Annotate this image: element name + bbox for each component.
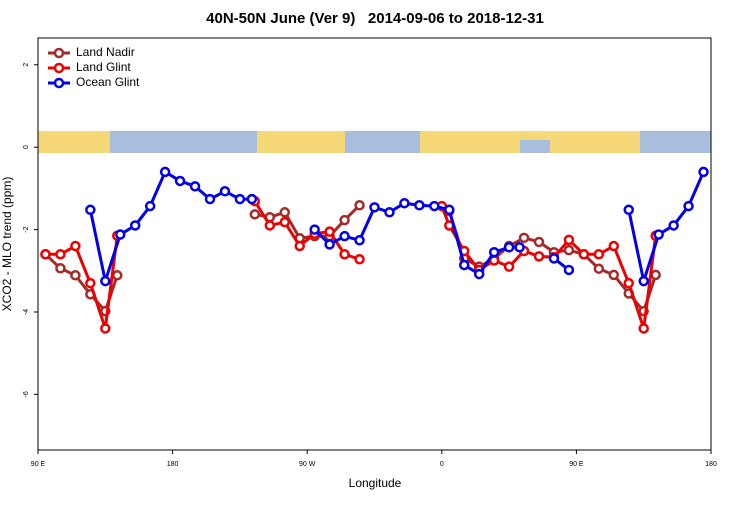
data-point bbox=[668, 220, 679, 231]
data-point bbox=[70, 270, 81, 281]
data-point bbox=[608, 240, 620, 252]
data-point bbox=[40, 249, 51, 260]
data-point bbox=[638, 275, 649, 287]
y-tick-label: -2 bbox=[23, 226, 30, 232]
data-point bbox=[623, 204, 634, 216]
data-point bbox=[683, 200, 694, 212]
data-point bbox=[518, 232, 530, 244]
data-point bbox=[85, 277, 96, 289]
data-point bbox=[503, 261, 515, 272]
data-point bbox=[279, 216, 291, 228]
data-point bbox=[100, 275, 111, 287]
data-point bbox=[563, 244, 575, 256]
plot-frame bbox=[37, 37, 712, 451]
data-point bbox=[650, 269, 661, 281]
data-point bbox=[264, 220, 276, 231]
data-point bbox=[324, 239, 335, 250]
data-point bbox=[514, 242, 525, 253]
data-point bbox=[608, 269, 620, 281]
x-tick-label: 0 bbox=[440, 461, 444, 468]
y-axis-label: XCO2 - MLO trend (ppm) bbox=[0, 177, 14, 312]
data-point bbox=[638, 323, 649, 334]
data-point bbox=[578, 249, 590, 260]
data-point bbox=[279, 207, 291, 218]
legend-label: Land Glint bbox=[76, 60, 131, 74]
data-point bbox=[533, 236, 545, 248]
data-point bbox=[488, 246, 500, 258]
data-point bbox=[129, 220, 141, 231]
data-point bbox=[144, 200, 156, 212]
data-point bbox=[189, 181, 201, 192]
data-point bbox=[219, 186, 231, 197]
data-point bbox=[533, 251, 545, 262]
data-point bbox=[369, 202, 380, 213]
data-point bbox=[70, 240, 81, 252]
data-point bbox=[324, 226, 335, 237]
data-point bbox=[85, 204, 96, 216]
data-point bbox=[563, 264, 575, 276]
data-point bbox=[55, 249, 66, 260]
data-point bbox=[698, 166, 709, 178]
data-point bbox=[548, 253, 560, 264]
data-point bbox=[204, 193, 216, 205]
data-point bbox=[339, 214, 350, 226]
data-point bbox=[339, 230, 350, 242]
y-tick-label: 0 bbox=[23, 145, 30, 149]
y-tick-label: -4 bbox=[23, 309, 30, 315]
data-point bbox=[309, 224, 320, 235]
x-tick-label: 90 W bbox=[299, 461, 316, 468]
legend-label: Ocean Glint bbox=[76, 75, 140, 89]
data-point bbox=[399, 197, 410, 209]
data-point bbox=[503, 242, 515, 253]
data-point bbox=[593, 263, 605, 274]
legend-marker bbox=[53, 62, 65, 74]
data-point bbox=[174, 175, 186, 187]
y-tick-label: -6 bbox=[23, 391, 30, 397]
data-point bbox=[249, 209, 261, 220]
data-point bbox=[159, 166, 171, 178]
data-point bbox=[354, 253, 365, 265]
data-point bbox=[294, 240, 305, 252]
x-tick-label: 180 bbox=[167, 461, 179, 468]
data-point bbox=[623, 277, 634, 289]
y-tick-label: 2 bbox=[23, 63, 30, 67]
data-point bbox=[234, 193, 246, 205]
data-point bbox=[429, 200, 440, 212]
x-tick-label: 90 E bbox=[31, 461, 46, 468]
data-point bbox=[100, 323, 111, 334]
data-point bbox=[112, 270, 123, 281]
data-point bbox=[473, 268, 485, 280]
data-point bbox=[563, 234, 575, 246]
data-point bbox=[444, 204, 455, 216]
data-point bbox=[384, 207, 395, 218]
x-tick-label: 180 bbox=[705, 461, 717, 468]
data-point bbox=[354, 200, 365, 211]
x-tick-label: 90 E bbox=[569, 461, 584, 468]
data-point bbox=[354, 235, 365, 246]
data-point bbox=[653, 229, 664, 240]
data-point bbox=[414, 200, 425, 211]
legend-marker bbox=[53, 47, 65, 59]
map-strip bbox=[38, 131, 711, 153]
chart-title: 40N-50N June (Ver 9) 2014-09-06 to 2018-… bbox=[206, 10, 544, 27]
series-line bbox=[88, 169, 705, 287]
x-axis-label: Longitude bbox=[349, 476, 402, 490]
data-point bbox=[246, 193, 258, 205]
legend-marker bbox=[53, 77, 65, 89]
data-point bbox=[115, 229, 126, 240]
data-point bbox=[593, 249, 605, 260]
data-point bbox=[458, 259, 470, 271]
data-point bbox=[339, 249, 350, 260]
data-point bbox=[55, 263, 66, 274]
legend-label: Land Nadir bbox=[76, 45, 135, 59]
